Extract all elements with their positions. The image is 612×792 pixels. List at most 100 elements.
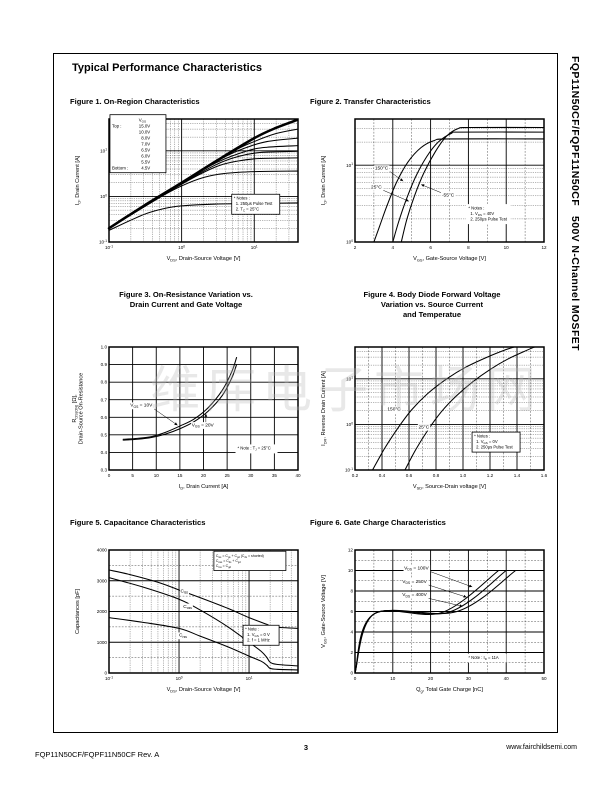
svg-text:1. 250μs Pulse Test: 1. 250μs Pulse Test — [236, 201, 273, 206]
svg-text:0: 0 — [104, 671, 107, 676]
svg-text:VGS = 20V: VGS = 20V — [192, 422, 215, 428]
svg-text:0: 0 — [350, 671, 353, 676]
figure-4-title: Figure 4. Body Diode Forward Voltage Var… — [363, 290, 501, 319]
svg-text:Capacitances [pF]: Capacitances [pF] — [75, 589, 81, 635]
svg-text:VDS = 250V: VDS = 250V — [402, 579, 427, 585]
svg-text:Top :: Top : — [112, 123, 122, 128]
svg-text:1.0: 1.0 — [460, 473, 467, 478]
svg-text:101: 101 — [346, 376, 353, 382]
figure-2-title: Figure 2. Transfer Characteristics — [310, 97, 431, 106]
svg-text:1.0: 1.0 — [101, 345, 108, 350]
svg-text:Crss = Cgd: Crss = Cgd — [216, 564, 232, 569]
svg-text:10: 10 — [504, 245, 510, 250]
figure-3-chart: * Note : TJ = 25°C VGS = 10V VGS = 20V 0 5 10… — [72, 345, 301, 491]
svg-text:VDS, Drain-Source Voltage [V]: VDS, Drain-Source Voltage [V] — [167, 256, 241, 262]
svg-text:6: 6 — [350, 609, 353, 614]
svg-text:101: 101 — [246, 675, 253, 681]
svg-text:4.5V: 4.5V — [141, 165, 150, 170]
svg-text:0: 0 — [354, 676, 357, 681]
svg-text:100: 100 — [100, 193, 107, 199]
figure-3-title: Figure 3. On-Resistance Variation vs. Dr… — [119, 290, 253, 309]
svg-text:2: 2 — [354, 245, 357, 250]
svg-text:150°C: 150°C — [387, 407, 401, 413]
svg-text:7.0V: 7.0V — [141, 141, 150, 146]
svg-text:12: 12 — [348, 548, 354, 553]
svg-text:0.6: 0.6 — [406, 473, 413, 478]
svg-text:2. 250μs Pulse Test: 2. 250μs Pulse Test — [470, 216, 507, 221]
svg-text:-55°C: -55°C — [442, 193, 455, 199]
svg-text:6: 6 — [429, 245, 432, 250]
figure-1-title: Figure 1. On-Region Characteristics — [70, 97, 200, 106]
svg-text:IDR, Reverse Drain Current [A]: IDR, Reverse Drain Current [A] — [321, 371, 327, 446]
svg-text:Qg, Total Gate Charge [nC]: Qg, Total Gate Charge [nC] — [416, 687, 483, 693]
svg-text:2. 250μs Pulse Test: 2. 250μs Pulse Test — [476, 444, 513, 449]
svg-text:* Note : ID = 11A: * Note : ID = 11A — [468, 655, 499, 661]
svg-text:0.8: 0.8 — [433, 473, 440, 478]
svg-text:6.5V: 6.5V — [141, 147, 150, 152]
svg-text:0.3: 0.3 — [101, 468, 108, 473]
svg-text:Coss: Coss — [183, 604, 192, 610]
svg-text:VSD, Source-Drain voltage [V]: VSD, Source-Drain voltage [V] — [413, 484, 487, 490]
figure-6-chart: * Note : ID = 11A VDS = 100V VDS = 250V VDS… — [321, 548, 547, 694]
svg-text:10.0V: 10.0V — [139, 129, 151, 134]
svg-text:20: 20 — [201, 473, 207, 478]
svg-text:0.7: 0.7 — [101, 397, 108, 402]
svg-text:30: 30 — [466, 676, 472, 681]
svg-text:1.6: 1.6 — [541, 473, 548, 478]
svg-text:150°C: 150°C — [375, 165, 389, 171]
figure-5-chart: Ciss = Cgs + Cgd (Cds = shorted)Coss = C… — [75, 548, 299, 693]
svg-text:1.2: 1.2 — [487, 473, 494, 478]
svg-text:2. f = 1 MHz: 2. f = 1 MHz — [247, 637, 270, 642]
svg-text:1. VGS = 0 V: 1. VGS = 0 V — [247, 632, 270, 638]
svg-text:RDS(ON) [Ω],: RDS(ON) [Ω], — [72, 394, 78, 423]
svg-text:* Note :: * Note : — [245, 626, 259, 631]
svg-text:VDS = 100V: VDS = 100V — [404, 565, 429, 571]
svg-text:* Notes :: * Notes : — [468, 205, 484, 210]
svg-text:0.9: 0.9 — [101, 362, 108, 367]
svg-text:0.6: 0.6 — [101, 415, 108, 420]
svg-text:100: 100 — [346, 421, 353, 427]
svg-text:1.4: 1.4 — [514, 473, 521, 478]
svg-text:10-1: 10-1 — [99, 239, 107, 245]
svg-text:15: 15 — [177, 473, 183, 478]
svg-text:101: 101 — [100, 148, 107, 154]
svg-text:0.5: 0.5 — [101, 432, 108, 437]
svg-text:1. VGS = 0V: 1. VGS = 0V — [476, 439, 498, 445]
svg-text:8: 8 — [467, 245, 470, 250]
svg-text:8: 8 — [350, 589, 353, 594]
figure-4-chart: * Notes :1. VGS = 0V2. 250μs Pulse Test 1… — [321, 346, 548, 490]
svg-text:VGS, Gate-Source Voltage [V]: VGS, Gate-Source Voltage [V] — [321, 575, 327, 648]
svg-text:ID, Drain Current [A]: ID, Drain Current [A] — [321, 155, 327, 205]
svg-text:VDS, Drain-Source Voltage [V]: VDS, Drain-Source Voltage [V] — [167, 687, 241, 693]
svg-text:10: 10 — [348, 568, 354, 573]
svg-text:10-1: 10-1 — [105, 675, 113, 681]
svg-text:35: 35 — [272, 473, 278, 478]
svg-text:100: 100 — [178, 244, 185, 250]
svg-text:12: 12 — [541, 245, 547, 250]
svg-text:* Notes :: * Notes : — [474, 433, 490, 438]
svg-text:8.0V: 8.0V — [141, 135, 150, 140]
svg-text:25: 25 — [225, 473, 231, 478]
svg-text:101: 101 — [346, 162, 353, 168]
svg-text:* Notes :: * Notes : — [234, 195, 250, 200]
figure-6-title: Figure 6. Gate Charge Characteristics — [310, 518, 446, 527]
svg-text:1000: 1000 — [97, 640, 108, 645]
footer-website: www.fairchildsemi.com — [506, 744, 577, 751]
svg-text:100: 100 — [346, 239, 353, 245]
svg-text:Ciss: Ciss — [181, 588, 189, 594]
svg-text:0.4: 0.4 — [379, 473, 386, 478]
svg-text:Crss: Crss — [179, 633, 187, 639]
svg-text:20: 20 — [428, 676, 434, 681]
svg-text:25°C: 25°C — [418, 424, 429, 430]
svg-text:Bottom :: Bottom : — [112, 165, 128, 170]
svg-text:15.0V: 15.0V — [139, 123, 151, 128]
svg-text:4000: 4000 — [97, 548, 108, 553]
svg-text:101: 101 — [251, 244, 258, 250]
svg-text:2: 2 — [350, 650, 353, 655]
svg-text:100: 100 — [176, 675, 183, 681]
svg-text:0.8: 0.8 — [101, 380, 108, 385]
svg-text:5: 5 — [131, 473, 134, 478]
